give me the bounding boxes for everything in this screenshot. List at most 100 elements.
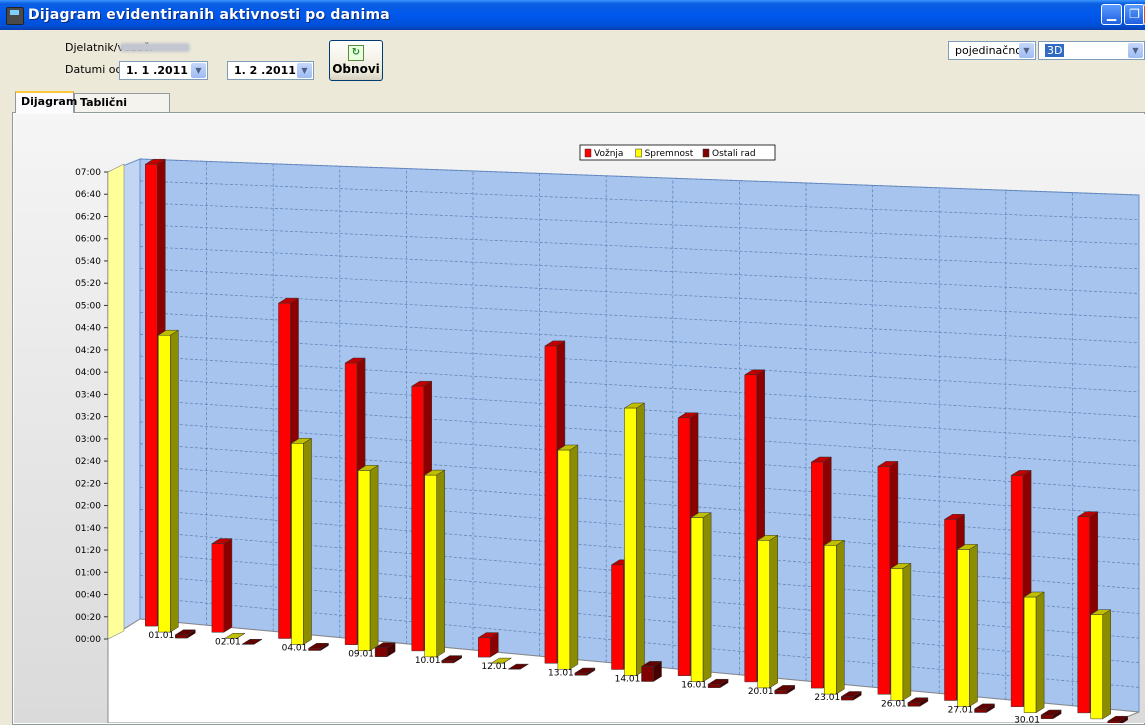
bar-voznja-02.01 — [211, 538, 233, 633]
bar-spremnost-30.01 — [1023, 591, 1045, 714]
x-tick-label: 23.01 — [814, 693, 840, 703]
x-tick-label: 09.01 — [348, 650, 374, 660]
y-tick-label: 06:40 — [75, 190, 101, 200]
app-icon — [6, 7, 24, 25]
chevron-down-icon[interactable]: ▼ — [297, 63, 312, 78]
chart-legend: Vožnja Spremnost Ostali rad — [579, 144, 776, 161]
refresh-icon: ↻ — [348, 45, 364, 61]
y-tick-label: 05:20 — [75, 279, 101, 289]
legend-item-voznja: Vožnja — [584, 148, 623, 159]
svg-text:Vožnja: Vožnja — [594, 149, 623, 159]
y-tick-label: 03:00 — [75, 435, 101, 445]
y-tick-label: 07:00 — [75, 168, 101, 178]
y-tick-label: 06:00 — [75, 235, 101, 245]
bar-ostali-20.01 — [773, 684, 796, 695]
bar-ostali-04.01 — [307, 642, 330, 651]
x-tick-label: 26.01 — [881, 699, 907, 709]
bar-spremnost-last — [1089, 609, 1112, 720]
tab-dijagram[interactable]: Dijagram — [15, 91, 77, 113]
bar-spremnost-02.01 — [224, 633, 246, 639]
y-tick-label: 03:40 — [75, 390, 101, 400]
y-tick-label: 04:20 — [75, 346, 101, 356]
bar-ostali-26.01 — [907, 697, 929, 707]
x-tick-label: 01.01 — [148, 631, 174, 641]
legend-item-ostali: Ostali rad — [702, 148, 756, 159]
bar-ostali-09.01 — [374, 642, 396, 658]
y-tick-label: 00:40 — [75, 591, 101, 601]
chevron-down-icon[interactable]: ▼ — [1019, 43, 1034, 58]
refresh-label: Obnovi — [332, 62, 380, 76]
mode-select[interactable]: pojedinačno ▼ — [948, 41, 1036, 60]
bar-ostali-27.01 — [973, 703, 996, 713]
bar-ostali-01.01 — [174, 629, 197, 639]
bar-spremnost-04.01 — [290, 437, 313, 645]
y-tick-label: 04:00 — [75, 368, 101, 378]
gridline-h — [139, 268, 1140, 319]
y-tick-label: 05:00 — [75, 301, 101, 311]
gridline-h — [139, 158, 1140, 196]
chevron-down-icon[interactable]: ▼ — [1128, 43, 1143, 58]
bar-spremnost-27.01 — [956, 543, 979, 707]
bar-spremnost-14.01 — [623, 402, 646, 676]
bar-ostali-12.01 — [507, 663, 530, 670]
x-tick-label: 02.01 — [215, 637, 241, 647]
bar-ostali-30.01 — [1040, 709, 1062, 720]
x-tick-label: 30.01 — [1014, 716, 1040, 723]
y-tick-label: 06:20 — [75, 212, 101, 222]
bar-spremnost-13.01 — [557, 444, 579, 670]
refresh-button[interactable]: ↻ Obnovi — [329, 40, 383, 81]
x-tick-label: 10.01 — [415, 656, 441, 666]
bar-ostali-02.01 — [241, 639, 263, 645]
bar-spremnost-09.01 — [357, 464, 379, 652]
date-to-value: 1. 2 .2011 — [234, 64, 296, 77]
y-tick-label: 02:40 — [75, 457, 101, 467]
x-tick-label: 14.01 — [615, 675, 641, 685]
y-tick-label: 01:00 — [75, 568, 101, 578]
x-tick-label: 16.01 — [681, 681, 707, 691]
bar-spremnost-16.01 — [690, 512, 712, 683]
date-from-picker[interactable]: 1. 1 .2011 ▼ — [119, 61, 208, 80]
y-tick-label: 02:20 — [75, 479, 101, 489]
view-select[interactable]: 3D ▼ — [1038, 41, 1145, 60]
window-title: Dijagram evidentiranih aktivnosti po dan… — [28, 7, 390, 23]
gridline-h — [139, 311, 1140, 368]
gridline-h — [139, 202, 1140, 245]
x-tick-label: 12.01 — [481, 662, 507, 672]
chevron-down-icon[interactable]: ▼ — [191, 63, 206, 78]
restore-button[interactable]: ❐ — [1124, 4, 1145, 25]
x-tick-label: 04.01 — [282, 644, 308, 654]
svg-text:Spremnost: Spremnost — [645, 149, 694, 159]
bar-spremnost-12.01 — [490, 657, 513, 664]
x-tick-label: 13.01 — [548, 668, 574, 678]
bar-spremnost-01.01 — [157, 329, 180, 633]
bar-ostali-10.01 — [440, 655, 463, 664]
tab-tablicni-pregled[interactable]: Tablični pregled — [74, 93, 170, 127]
svg-text:Ostali rad: Ostali rad — [712, 149, 756, 159]
bar-ostali-14.01 — [640, 660, 663, 682]
bar-spremnost-10.01 — [423, 469, 446, 658]
gridline-h — [139, 180, 1140, 220]
axis-band — [107, 163, 125, 640]
minimize-button[interactable]: ▁ — [1101, 4, 1122, 25]
mode-value: pojedinačno — [955, 44, 1023, 57]
gridline-h — [139, 290, 1140, 344]
gridline-h — [139, 355, 1140, 417]
gridline-h — [139, 333, 1140, 393]
bar-ostali-16.01 — [707, 678, 729, 689]
x-tick-label: 27.01 — [948, 706, 974, 716]
y-tick-label: 00:20 — [75, 613, 101, 623]
y-tick-label: 01:20 — [75, 546, 101, 556]
bar-ostali-23.01 — [840, 691, 863, 701]
bar-spremnost-23.01 — [823, 539, 846, 695]
date-from-value: 1. 1 .2011 — [126, 64, 188, 77]
date-to-picker[interactable]: 1. 2 .2011 ▼ — [227, 61, 314, 80]
bar-ostali-13.01 — [574, 667, 596, 676]
y-tick-label: 01:40 — [75, 524, 101, 534]
bar-voznja-12.01 — [477, 632, 500, 658]
close-button[interactable] — [1143, 4, 1145, 25]
activity-bar-chart: 00:00 00:20 00:40 01:00 01:20 01:40 02:00 02:20… — [14, 114, 1145, 723]
bar-ostali-last — [1106, 715, 1129, 723]
y-tick-label: 03:20 — [75, 413, 101, 423]
y-tick-label: 04:40 — [75, 324, 101, 334]
bar-spremnost-20.01 — [756, 534, 779, 689]
